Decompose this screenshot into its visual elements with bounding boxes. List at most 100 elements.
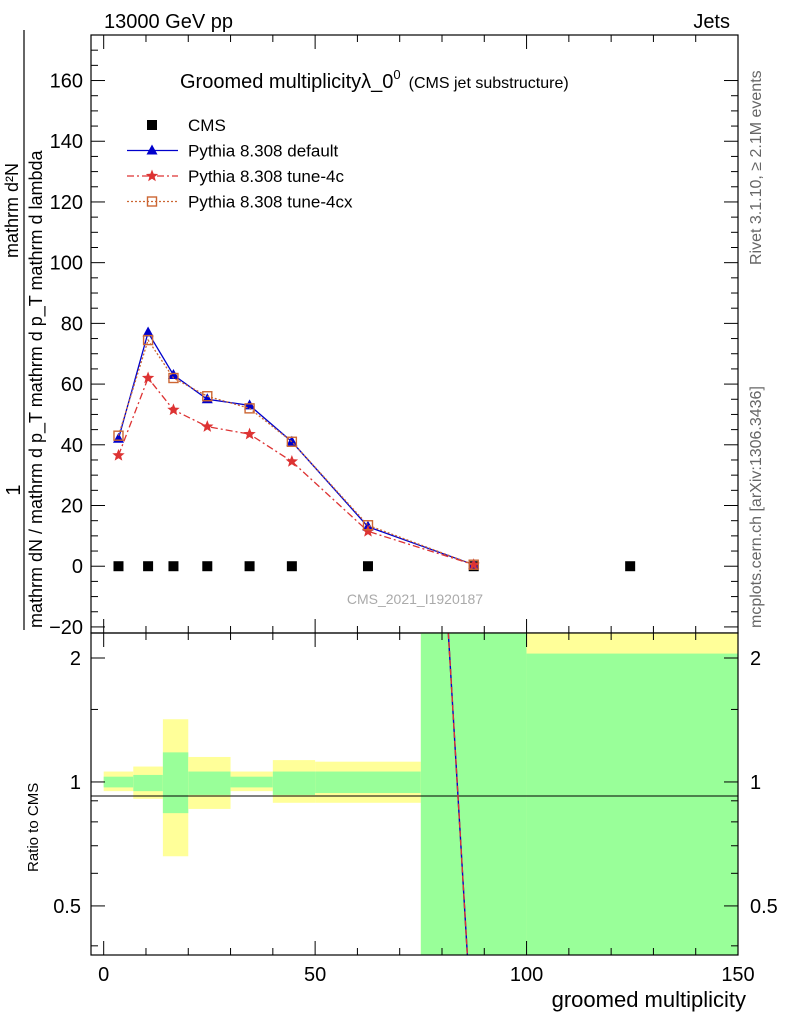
main-y-tick-label: 0: [72, 556, 83, 578]
data-point-cms: [168, 561, 179, 572]
legend-marker-tune-4c: [145, 169, 159, 182]
legend-label-tune-4cx: Pythia 8.308 tune-4cx: [188, 193, 353, 212]
main-y-tick-label: 60: [61, 374, 83, 396]
ratio-line-default: [447, 632, 469, 956]
ratio-y-tick-label-right: 0.5: [750, 896, 778, 918]
ratio-y-axis-label: Ratio to CMS: [25, 783, 42, 872]
data-point-cms: [113, 561, 124, 572]
main-y-tick-label: 120: [50, 192, 83, 214]
data-point-tune-4c: [285, 454, 299, 467]
main-y-tick-label: 40: [61, 435, 83, 457]
ratio-band-inner: [526, 653, 738, 955]
legend-item-tune-4cx: Pythia 8.308 tune-4cx: [127, 193, 353, 212]
ratio-y-tick-label: 2: [70, 648, 81, 670]
data-point-tune-4cx: [286, 436, 298, 447]
legend-label-cms: CMS: [188, 116, 226, 135]
data-point-tune-4cx: [142, 334, 154, 346]
plot-title-suffix: (CMS jet substructure): [409, 75, 569, 92]
series-tune-4c: [112, 371, 480, 570]
data-point-tune-4c: [467, 558, 480, 570]
rivet-version-label: Rivet 3.1.10, ≥ 2.1M events: [748, 70, 765, 265]
ratio-band-inner: [230, 776, 273, 788]
x-tick-label: 50: [304, 964, 326, 986]
legend: CMS Pythia 8.308 default Pythia 8.308 tune…: [127, 116, 353, 212]
data-point-tune-4c: [141, 371, 155, 384]
data-point-default: [286, 435, 298, 446]
data-point-tune-4cx: [244, 403, 255, 414]
ratio-series-lines: [447, 632, 469, 956]
ratio-band-inner: [315, 771, 421, 794]
ratio-y-tick-label-right: 1: [750, 772, 761, 794]
data-point-cms: [202, 561, 213, 572]
series-line-tune-4c: [117, 376, 474, 566]
legend-item-tune-4c: Pythia 8.308 tune-4c: [127, 167, 344, 186]
ratio-x-axis: 0 50 100 150: [98, 633, 755, 986]
legend-marker-default: [146, 144, 158, 155]
main-y-axis-numerator: 1: [3, 484, 25, 495]
series-default: [112, 326, 480, 569]
plot-title-main: Groomed multiplicityλ_0: [180, 71, 393, 93]
series-line-tune-4cx: [117, 338, 474, 566]
data-point-cms: [143, 561, 154, 572]
ratio-band-inner: [420, 633, 527, 955]
x-tick-label: 100: [510, 964, 543, 986]
data-point-cms: [286, 561, 297, 572]
data-point-cms: [244, 561, 255, 572]
data-point-tune-4c: [167, 403, 180, 416]
ratio-band-inner: [133, 774, 163, 792]
legend-item-cms: CMS: [147, 116, 226, 135]
mcplots-credit-label: mcplots.cern.ch [arXiv:1306.3436]: [748, 386, 765, 628]
data-point-default: [142, 326, 154, 337]
main-data-series: [112, 326, 636, 572]
header-analysis-type: Jets: [693, 11, 730, 33]
plot-title: Groomed multiplicityλ_00 (CMS jet substru…: [180, 67, 569, 93]
main-y-tick-label: 80: [61, 313, 83, 335]
x-axis-label: groomed multiplicity: [552, 987, 746, 1012]
ratio-band-inner: [188, 771, 231, 795]
main-x-axis-ticks: [103, 35, 739, 633]
ratio-plot-frame: [90, 632, 739, 956]
ratio-uncertainty-bands: [103, 633, 738, 955]
plot-title-superscript: 0: [393, 67, 400, 82]
x-tick-label: 150: [721, 964, 754, 986]
data-point-tune-4cx: [168, 372, 179, 384]
data-point-tune-4c: [361, 524, 375, 537]
main-y-tick-label: 20: [61, 496, 83, 518]
data-point-tune-4c: [243, 427, 256, 440]
main-y-tick-label: 140: [50, 131, 83, 153]
main-y-axis-label-numerator: mathrm d²N: [2, 163, 22, 258]
data-point-tune-4cx: [113, 430, 124, 441]
ratio-y-tick-label-right: 2: [750, 648, 761, 670]
data-point-tune-4cx: [202, 391, 213, 402]
main-plot-panel: −20 0 20 40 60 80 100 120 140 160 CMS_2021_I19201…: [2, 30, 739, 639]
data-point-cms: [362, 561, 373, 572]
legend-item-default: Pythia 8.308 default: [127, 142, 339, 161]
data-point-cms: [625, 561, 636, 572]
legend-label-tune-4c: Pythia 8.308 tune-4c: [188, 167, 344, 186]
ratio-y-axis: 0.5 0.5 1 1 2 2: [53, 648, 778, 947]
legend-marker-cms: [147, 120, 157, 130]
main-y-axis-label: mathrm dN / mathrm d p_T mathrm d p_T ma…: [26, 150, 47, 628]
data-point-tune-4c: [201, 420, 214, 432]
data-point-tune-4cx: [362, 520, 374, 531]
ratio-plot-panel: 0.5 0.5 1 1 2 2 0 50 100 150 Ratio to CMS groome…: [25, 632, 778, 1012]
ratio-y-tick-label: 1: [70, 772, 81, 794]
legend-marker-tune-4cx: [146, 196, 158, 207]
ratio-band-inner: [272, 771, 316, 795]
header-energy-label: 13000 GeV pp: [104, 11, 233, 33]
main-y-tick-label: 160: [50, 71, 83, 93]
series-line-default: [117, 330, 474, 566]
main-y-tick-label: 100: [50, 253, 83, 275]
ratio-y-tick-label: 0.5: [53, 896, 81, 918]
series-cms: [113, 561, 636, 572]
x-tick-label: 0: [98, 964, 109, 986]
ratio-band-inner: [103, 776, 134, 788]
data-point-tune-4c: [112, 448, 125, 461]
data-point-tune-4cx: [468, 559, 479, 570]
main-y-tick-label: −20: [49, 617, 83, 639]
watermark-label: CMS_2021_I1920187: [347, 591, 483, 607]
ratio-band-inner: [162, 752, 189, 814]
main-y-axis: −20 0 20 40 60 80 100 120 140 160: [49, 49, 738, 639]
series-tune-4cx: [113, 334, 479, 570]
